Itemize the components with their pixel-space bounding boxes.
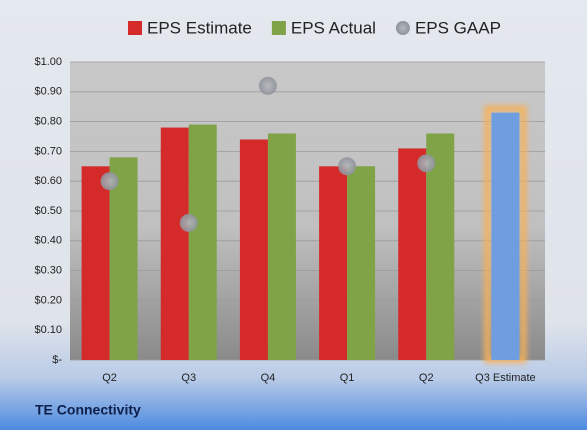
bar [109,157,138,360]
y-tick-label: $1.00 [34,56,62,68]
bar [491,112,520,360]
bar [239,139,268,360]
bar [319,166,348,360]
x-tick-label: Q4 [261,372,276,384]
y-tick-label: $0.50 [34,205,62,217]
bar [188,124,217,360]
chart-title: TE Connectivity [35,402,141,418]
y-tick-label: $- [52,354,62,366]
y-tick-label: $0.30 [34,265,62,277]
x-tick-label: Q3 [181,372,196,384]
gaap-marker [417,154,436,173]
bar [267,133,296,360]
x-tick-label: Q1 [340,372,355,384]
legend-marker [271,21,286,35]
legend-label: EPS Actual [291,18,376,37]
legend-label: EPS Estimate [147,18,252,37]
bar [398,148,427,360]
y-tick-label: $0.10 [34,324,62,336]
y-tick-label: $0.20 [34,294,62,306]
y-tick-label: $0.70 [34,145,62,157]
legend-marker [395,21,410,35]
x-tick-label: Q2 [102,372,117,384]
gaap-marker [179,213,198,232]
gaap-marker [338,157,357,176]
gaap-marker [258,76,277,95]
legend-marker [128,21,142,35]
bar [81,166,110,360]
y-tick-label: $0.60 [34,175,62,187]
gaap-marker [100,172,119,191]
y-tick-label: $0.80 [34,116,62,128]
bar [347,166,376,360]
legend-label: EPS GAAP [415,18,501,37]
y-tick-label: $0.90 [34,86,62,98]
bar [426,133,455,360]
bar [160,127,189,360]
x-tick-label: Q3 Estimate [475,372,536,384]
y-tick-label: $0.40 [34,235,62,247]
x-tick-label: Q2 [419,372,434,384]
